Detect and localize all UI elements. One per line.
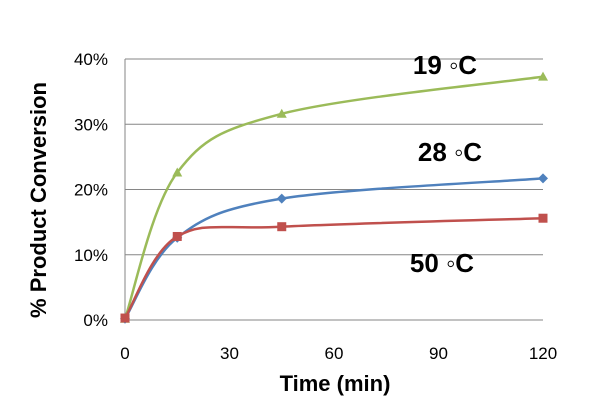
series-label-2: 28 ◦C xyxy=(418,137,482,167)
series-1-point xyxy=(276,108,287,118)
x-axis-title: Time (min) xyxy=(280,371,391,396)
series-3-point xyxy=(538,213,548,223)
series-3-point xyxy=(172,231,182,241)
axes: 0% 10% 20% 30% 40% 0 30 60 90 120 xyxy=(74,50,557,363)
y-axis-title: % Product Conversion xyxy=(26,82,51,318)
y-tick-label: 20% xyxy=(74,181,108,200)
x-tick-label: 120 xyxy=(529,344,557,363)
series-2-point xyxy=(538,173,548,184)
series-group xyxy=(120,71,548,324)
x-tick-label: 60 xyxy=(325,344,344,363)
series-label-1: 19 ◦C xyxy=(413,50,477,80)
x-tick-label: 90 xyxy=(429,344,448,363)
series-1-point xyxy=(538,71,548,81)
series-1-point xyxy=(172,167,183,177)
series-label-3: 50 ◦C xyxy=(410,248,474,278)
series-3-line xyxy=(123,216,544,319)
y-tick-label: 0% xyxy=(83,311,108,330)
series-3-point xyxy=(277,222,287,232)
series-labels: 19 ◦C 28 ◦C 50 ◦C xyxy=(410,50,482,278)
series-2-line xyxy=(123,177,544,320)
y-tick-label: 10% xyxy=(74,246,108,265)
series-3-point xyxy=(120,313,130,323)
y-tick-label: 30% xyxy=(74,115,108,134)
series-2-point xyxy=(276,193,287,204)
y-tick-label: 40% xyxy=(74,50,108,69)
series-1-line xyxy=(123,75,544,320)
gridlines xyxy=(125,58,543,256)
x-tick-label: 0 xyxy=(120,344,129,363)
x-tick-label: 30 xyxy=(220,344,239,363)
